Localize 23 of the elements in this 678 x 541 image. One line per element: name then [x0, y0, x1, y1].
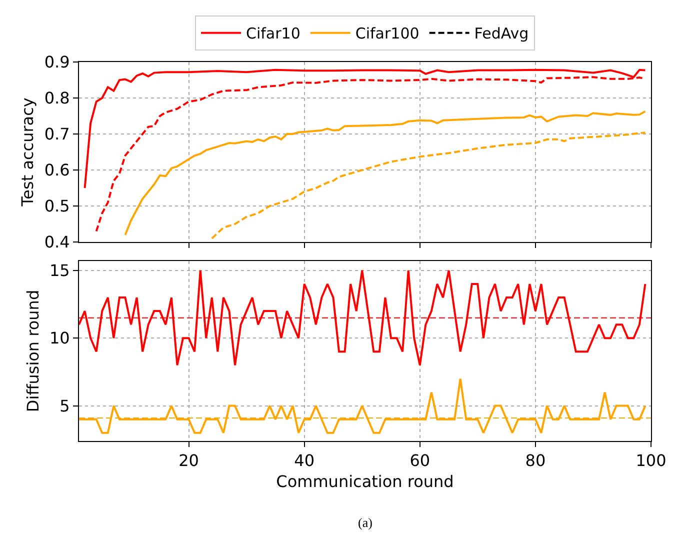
y-tick-label: 0.5: [44, 196, 70, 216]
x-tick-label: 80: [525, 451, 546, 470]
y-tick-label: 5: [60, 396, 70, 416]
y-tick-label: 0.9: [44, 52, 70, 72]
line-series: [210, 132, 646, 240]
legend-label: Cifar100: [355, 24, 420, 43]
y-tick-label: 0.6: [44, 160, 70, 180]
y-tick-label: 0.4: [44, 232, 70, 252]
x-tick-label: 60: [410, 451, 430, 470]
y-tick-label: 10: [49, 328, 70, 348]
y-tick-label: 15: [49, 261, 70, 280]
legend-label: FedAvg: [474, 24, 529, 43]
line-series: [124, 110, 646, 236]
text: (a): [358, 515, 372, 530]
x-axis-title: Communication round: [276, 472, 454, 491]
x-tick-label: 100: [636, 451, 666, 470]
y-tick-label: 0.8: [44, 88, 70, 108]
y-axis-title: Test accuracy: [18, 98, 38, 208]
y-axis-title: Diffusion round: [23, 290, 42, 412]
y-tick-label: 0.7: [44, 124, 70, 144]
legend-label: Cifar10: [246, 24, 300, 43]
x-tick-label: 40: [294, 451, 315, 470]
x-tick-label: 20: [178, 451, 199, 470]
